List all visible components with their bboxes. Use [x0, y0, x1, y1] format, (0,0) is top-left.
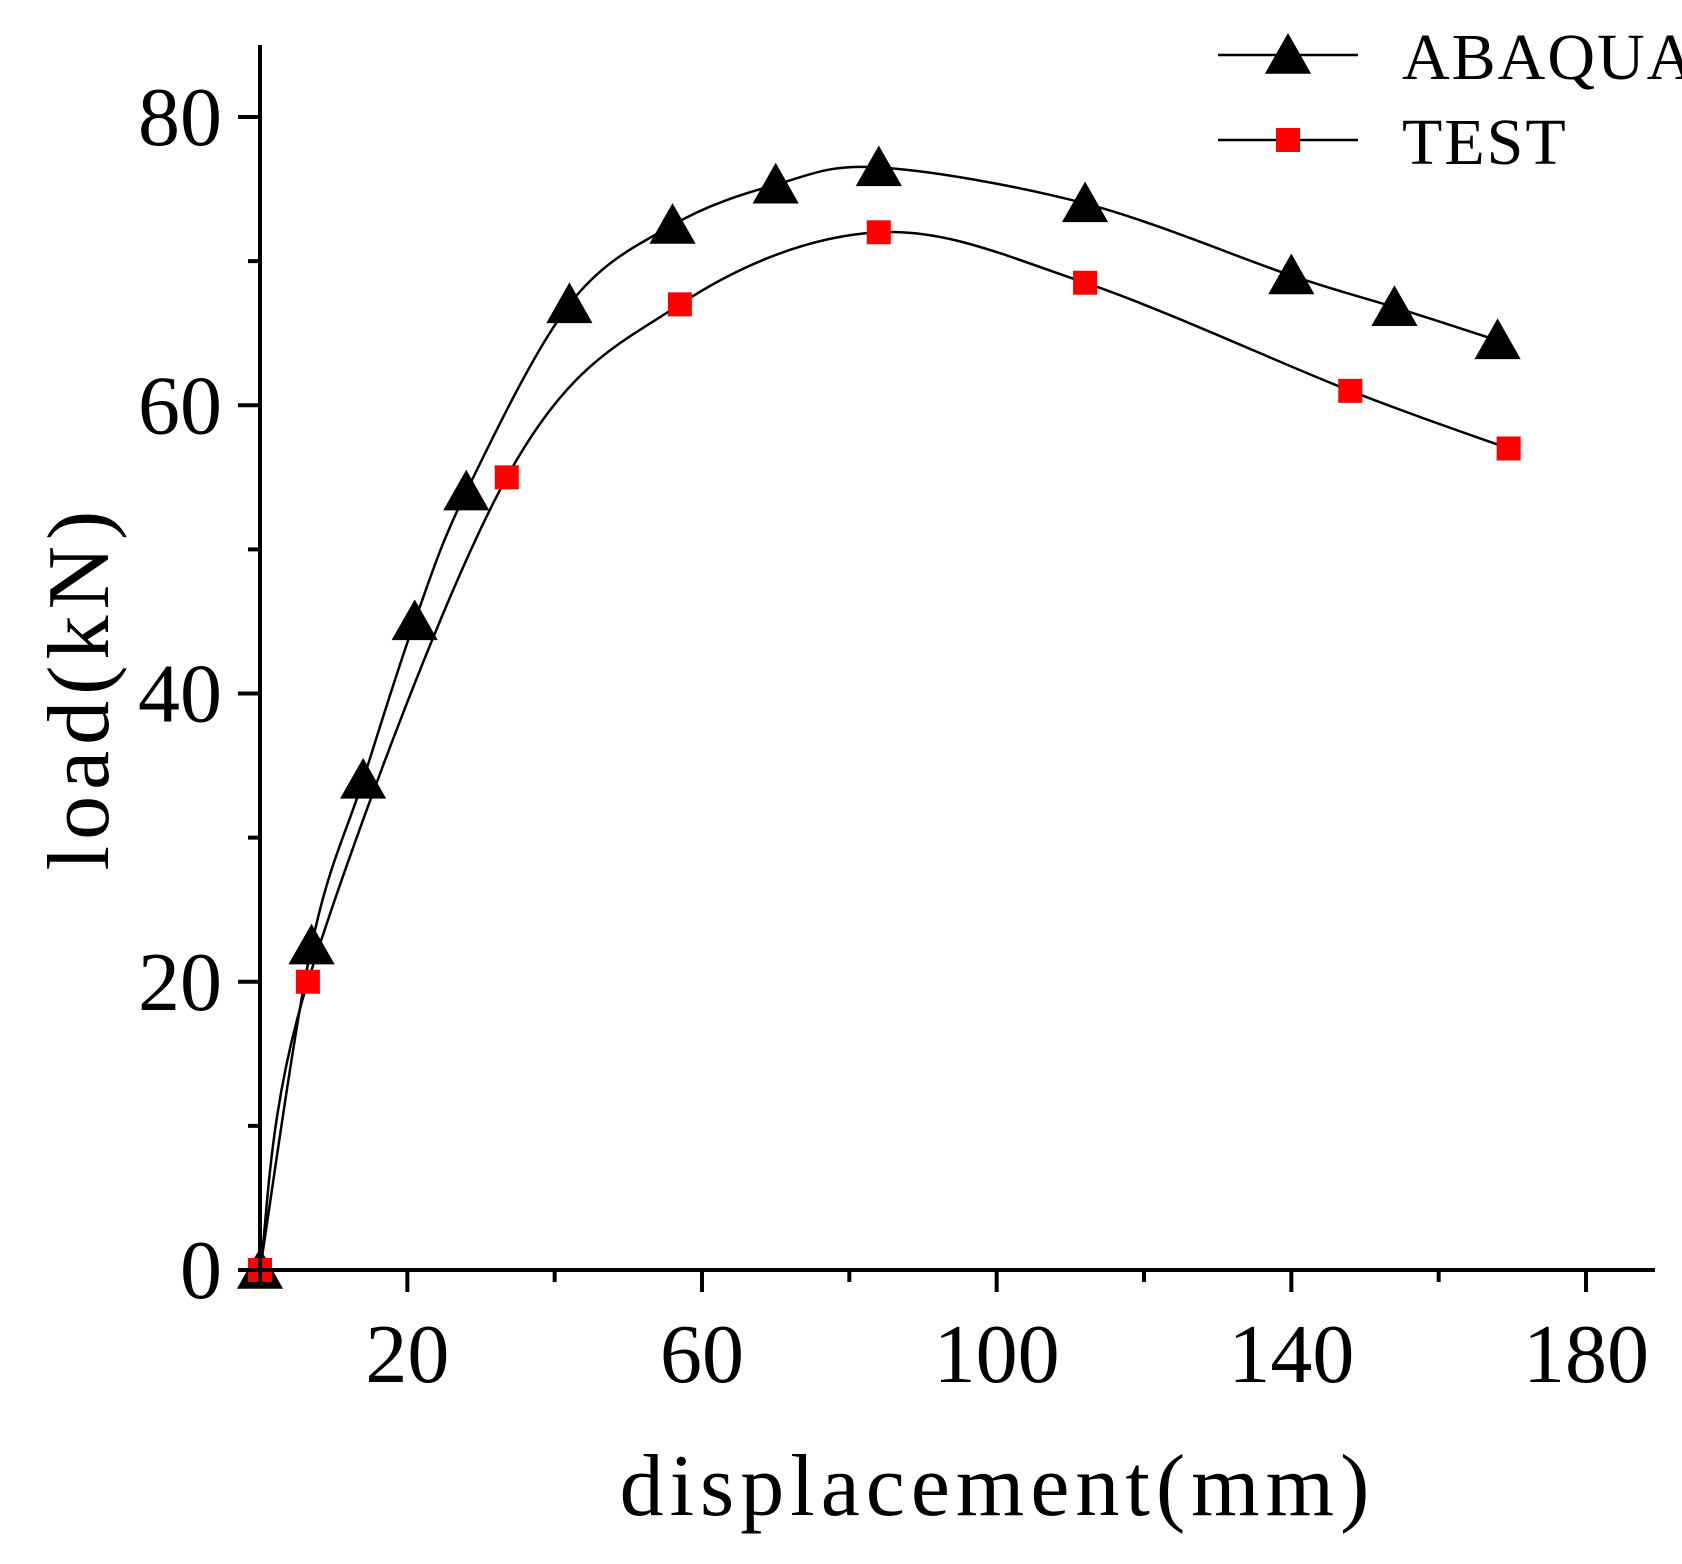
series-line-abaquas [258, 165, 1498, 1271]
x-tick-label: 60 [660, 1308, 744, 1401]
series-line-test [258, 230, 1510, 1271]
data-point-test [1338, 378, 1363, 403]
data-point-abaquas [649, 203, 696, 244]
legend: ABAQUAS TEST [1218, 21, 1682, 179]
data-point-abaquas [443, 469, 490, 511]
x-tick-label: 20 [365, 1308, 449, 1401]
data-point-abaquas [391, 599, 438, 641]
data-point-test [1073, 270, 1098, 295]
y-tick-label: 60 [138, 359, 222, 452]
y-tick-label: 0 [180, 1224, 222, 1317]
x-tick-label: 100 [934, 1308, 1060, 1401]
x-axis-title: displacement(mm) [620, 1438, 1376, 1535]
y-tick-label: 40 [138, 648, 222, 741]
y-tick-label: 20 [138, 936, 222, 1029]
plot-area [236, 145, 1521, 1289]
y-axis-title: load(kN) [31, 505, 128, 871]
data-point-test [494, 465, 519, 490]
data-point-abaquas [752, 162, 799, 204]
legend-label-test: TEST [1402, 106, 1568, 179]
legend-marker-abaquas [1264, 33, 1312, 74]
legend-marker-test [1276, 128, 1300, 152]
data-point-test [866, 220, 891, 245]
data-point-test [295, 969, 320, 994]
data-point-test [1496, 436, 1521, 461]
x-tick-label: 140 [1228, 1308, 1354, 1401]
y-tick-label: 80 [138, 71, 222, 164]
data-point-test [667, 292, 692, 317]
x-tick-label: 180 [1523, 1308, 1649, 1401]
legend-label-abaquas: ABAQUAS [1402, 21, 1682, 94]
data-point-abaquas [1474, 318, 1521, 360]
data-point-abaquas [855, 145, 902, 187]
data-point-abaquas [288, 923, 335, 965]
data-point-abaquas [546, 282, 593, 324]
data-point-abaquas [1061, 181, 1109, 223]
axes: 0 20 40 60 80 20 60 100 140 180 displacement(mm) lo… [31, 45, 1655, 1535]
data-point-abaquas [1268, 253, 1315, 295]
data-point-abaquas [1371, 285, 1418, 326]
